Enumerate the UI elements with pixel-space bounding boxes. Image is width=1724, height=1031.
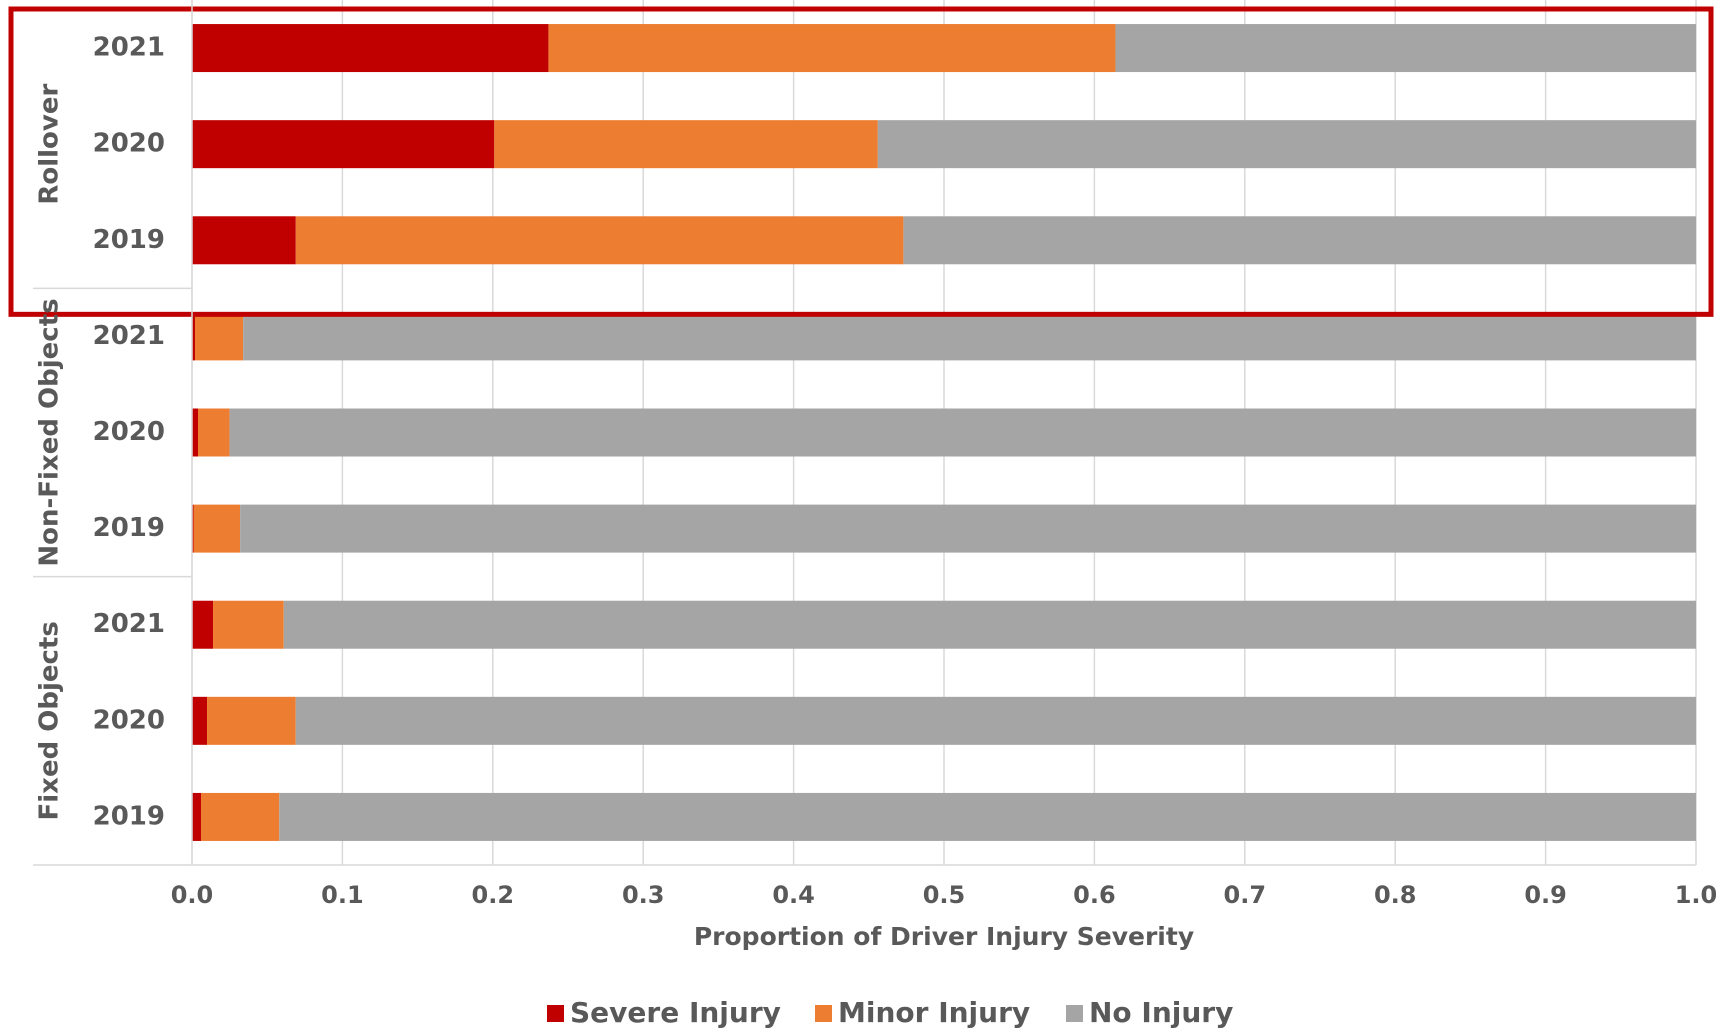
group-label: Non-Fixed Objects xyxy=(35,298,65,566)
x-tick-label: 0.0 xyxy=(171,881,214,909)
x-axis-title: Proportion of Driver Injury Severity xyxy=(694,922,1194,951)
bar-segment xyxy=(193,504,241,553)
bar-segment xyxy=(229,408,1697,457)
bar-segment xyxy=(195,312,244,361)
bar-segment xyxy=(548,24,1116,73)
bar-segment xyxy=(192,504,194,553)
x-tick-label: 0.6 xyxy=(1073,881,1116,909)
bar-segment xyxy=(279,792,1697,841)
x-tick-label: 0.4 xyxy=(772,881,815,909)
x-tick-label: 0.3 xyxy=(622,881,665,909)
bar-segment xyxy=(1115,24,1696,73)
y-tick-label: 2019 xyxy=(93,801,165,831)
y-tick-label: 2021 xyxy=(93,321,165,351)
x-tick-label: 0.9 xyxy=(1524,881,1567,909)
x-tick-label: 1.0 xyxy=(1675,881,1718,909)
bar-segment xyxy=(192,696,208,745)
x-tick-label: 0.7 xyxy=(1224,881,1267,909)
bar-segment xyxy=(243,312,1697,361)
legend-swatch xyxy=(815,1005,832,1022)
y-tick-label: 2020 xyxy=(93,129,165,159)
bar-segment xyxy=(192,120,495,169)
bar-segment xyxy=(192,216,296,265)
bar-segment xyxy=(240,504,1696,553)
x-tick-label: 0.1 xyxy=(321,881,364,909)
bar-segment xyxy=(192,312,196,361)
bar-segment xyxy=(295,696,1696,745)
bar-segment xyxy=(192,792,202,841)
y-tick-label: 2021 xyxy=(93,609,165,639)
bar-segment xyxy=(207,696,296,745)
x-tick-label: 0.5 xyxy=(923,881,966,909)
bar-segment xyxy=(494,120,878,169)
legend-label: No Injury xyxy=(1089,996,1233,1029)
bar-segment xyxy=(295,216,904,265)
bar-segment xyxy=(201,792,280,841)
bar-segment xyxy=(192,24,549,73)
highlight-box xyxy=(8,6,1714,317)
y-tick-label: 2021 xyxy=(93,33,165,63)
x-tick-label: 0.8 xyxy=(1374,881,1417,909)
bar-segment xyxy=(213,600,284,649)
legend-label: Severe Injury xyxy=(570,996,781,1029)
bar-segment xyxy=(192,600,214,649)
legend-swatch xyxy=(547,1005,564,1022)
group-label: Fixed Objects xyxy=(35,621,65,820)
y-tick-label: 2019 xyxy=(93,513,165,543)
bar-segment xyxy=(903,216,1696,265)
group-label: Rollover xyxy=(35,84,65,205)
legend-swatch xyxy=(1066,1005,1083,1022)
y-tick-label: 2020 xyxy=(93,705,165,735)
y-tick-label: 2019 xyxy=(93,225,165,255)
y-tick-label: 2020 xyxy=(93,417,165,447)
legend-label: Minor Injury xyxy=(838,996,1030,1029)
x-tick-label: 0.2 xyxy=(472,881,515,909)
bar-segment xyxy=(198,408,230,457)
bar-segment xyxy=(192,408,199,457)
bar-segment xyxy=(877,120,1696,169)
bar-segment xyxy=(283,600,1696,649)
